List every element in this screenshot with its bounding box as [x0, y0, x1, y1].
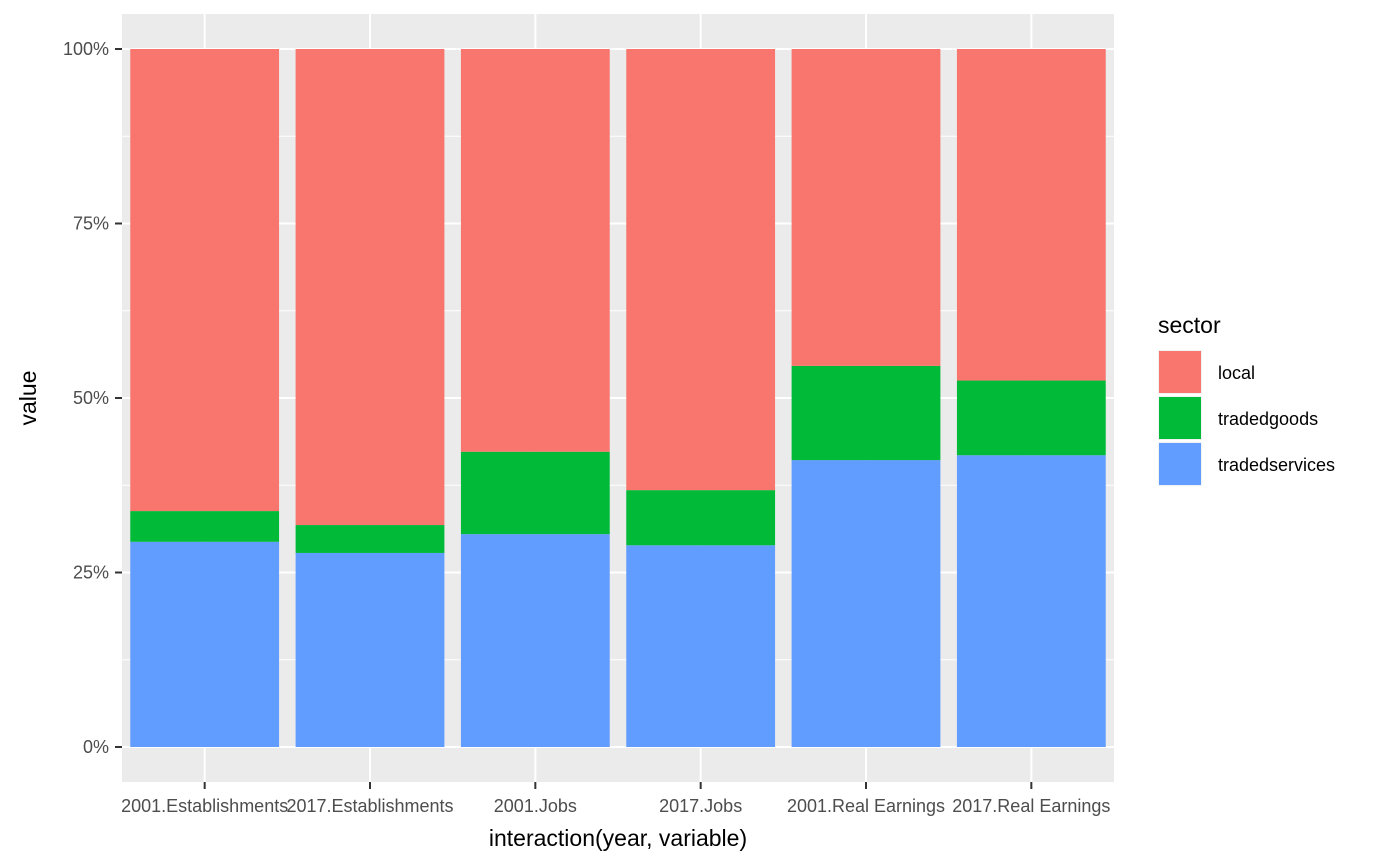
y-axis-title: value	[15, 371, 41, 426]
legend-swatch-tradedgoods	[1159, 397, 1201, 439]
bar-tradedservices	[791, 460, 941, 747]
bar-tradedservices	[130, 541, 280, 747]
legend: sector local tradedgoods tradedservices	[1158, 312, 1335, 486]
bar-local	[791, 49, 941, 366]
bar-tradedservices	[295, 552, 445, 747]
y-tick-label: 50%	[73, 388, 109, 408]
x-tick-label: 2001.Jobs	[494, 796, 577, 816]
legend-title: sector	[1158, 312, 1221, 338]
bar-tradedgoods	[956, 380, 1106, 456]
y-tick-label: 100%	[63, 39, 109, 59]
bars	[130, 49, 1106, 747]
y-tick-label: 25%	[73, 563, 109, 583]
bar-local	[626, 49, 776, 491]
legend-swatch-local	[1159, 351, 1201, 393]
bar-tradedgoods	[791, 365, 941, 461]
bar-local	[295, 49, 445, 526]
bar-tradedservices	[956, 455, 1106, 747]
x-tick-label: 2001.Real Earnings	[787, 796, 945, 816]
bar-tradedgoods	[130, 511, 280, 542]
bar-local	[130, 49, 280, 512]
y-axis: 0% 25% 50% 75% 100%	[63, 39, 122, 757]
x-tick-label: 2017.Establishments	[286, 796, 453, 816]
bar-tradedservices	[460, 534, 610, 747]
legend-label-local: local	[1218, 363, 1255, 383]
y-tick-label: 75%	[73, 214, 109, 234]
legend-label-tradedservices: tradedservices	[1218, 455, 1335, 475]
legend-swatch-tradedservices	[1159, 443, 1201, 485]
x-axis-title: interaction(year, variable)	[489, 825, 747, 851]
minor-gridlines	[122, 135, 1114, 661]
bar-local	[956, 49, 1106, 381]
bar-tradedgoods	[626, 490, 776, 546]
bar-tradedgoods	[460, 451, 610, 535]
bar-tradedservices	[626, 545, 776, 747]
x-tick-label: 2001.Establishments	[121, 796, 288, 816]
x-tick-label: 2017.Jobs	[659, 796, 742, 816]
y-tick-label: 0%	[83, 737, 109, 757]
bar-local	[460, 49, 610, 452]
x-tick-label: 2017.Real Earnings	[952, 796, 1110, 816]
legend-label-tradedgoods: tradedgoods	[1218, 409, 1318, 429]
bar-tradedgoods	[295, 525, 445, 553]
